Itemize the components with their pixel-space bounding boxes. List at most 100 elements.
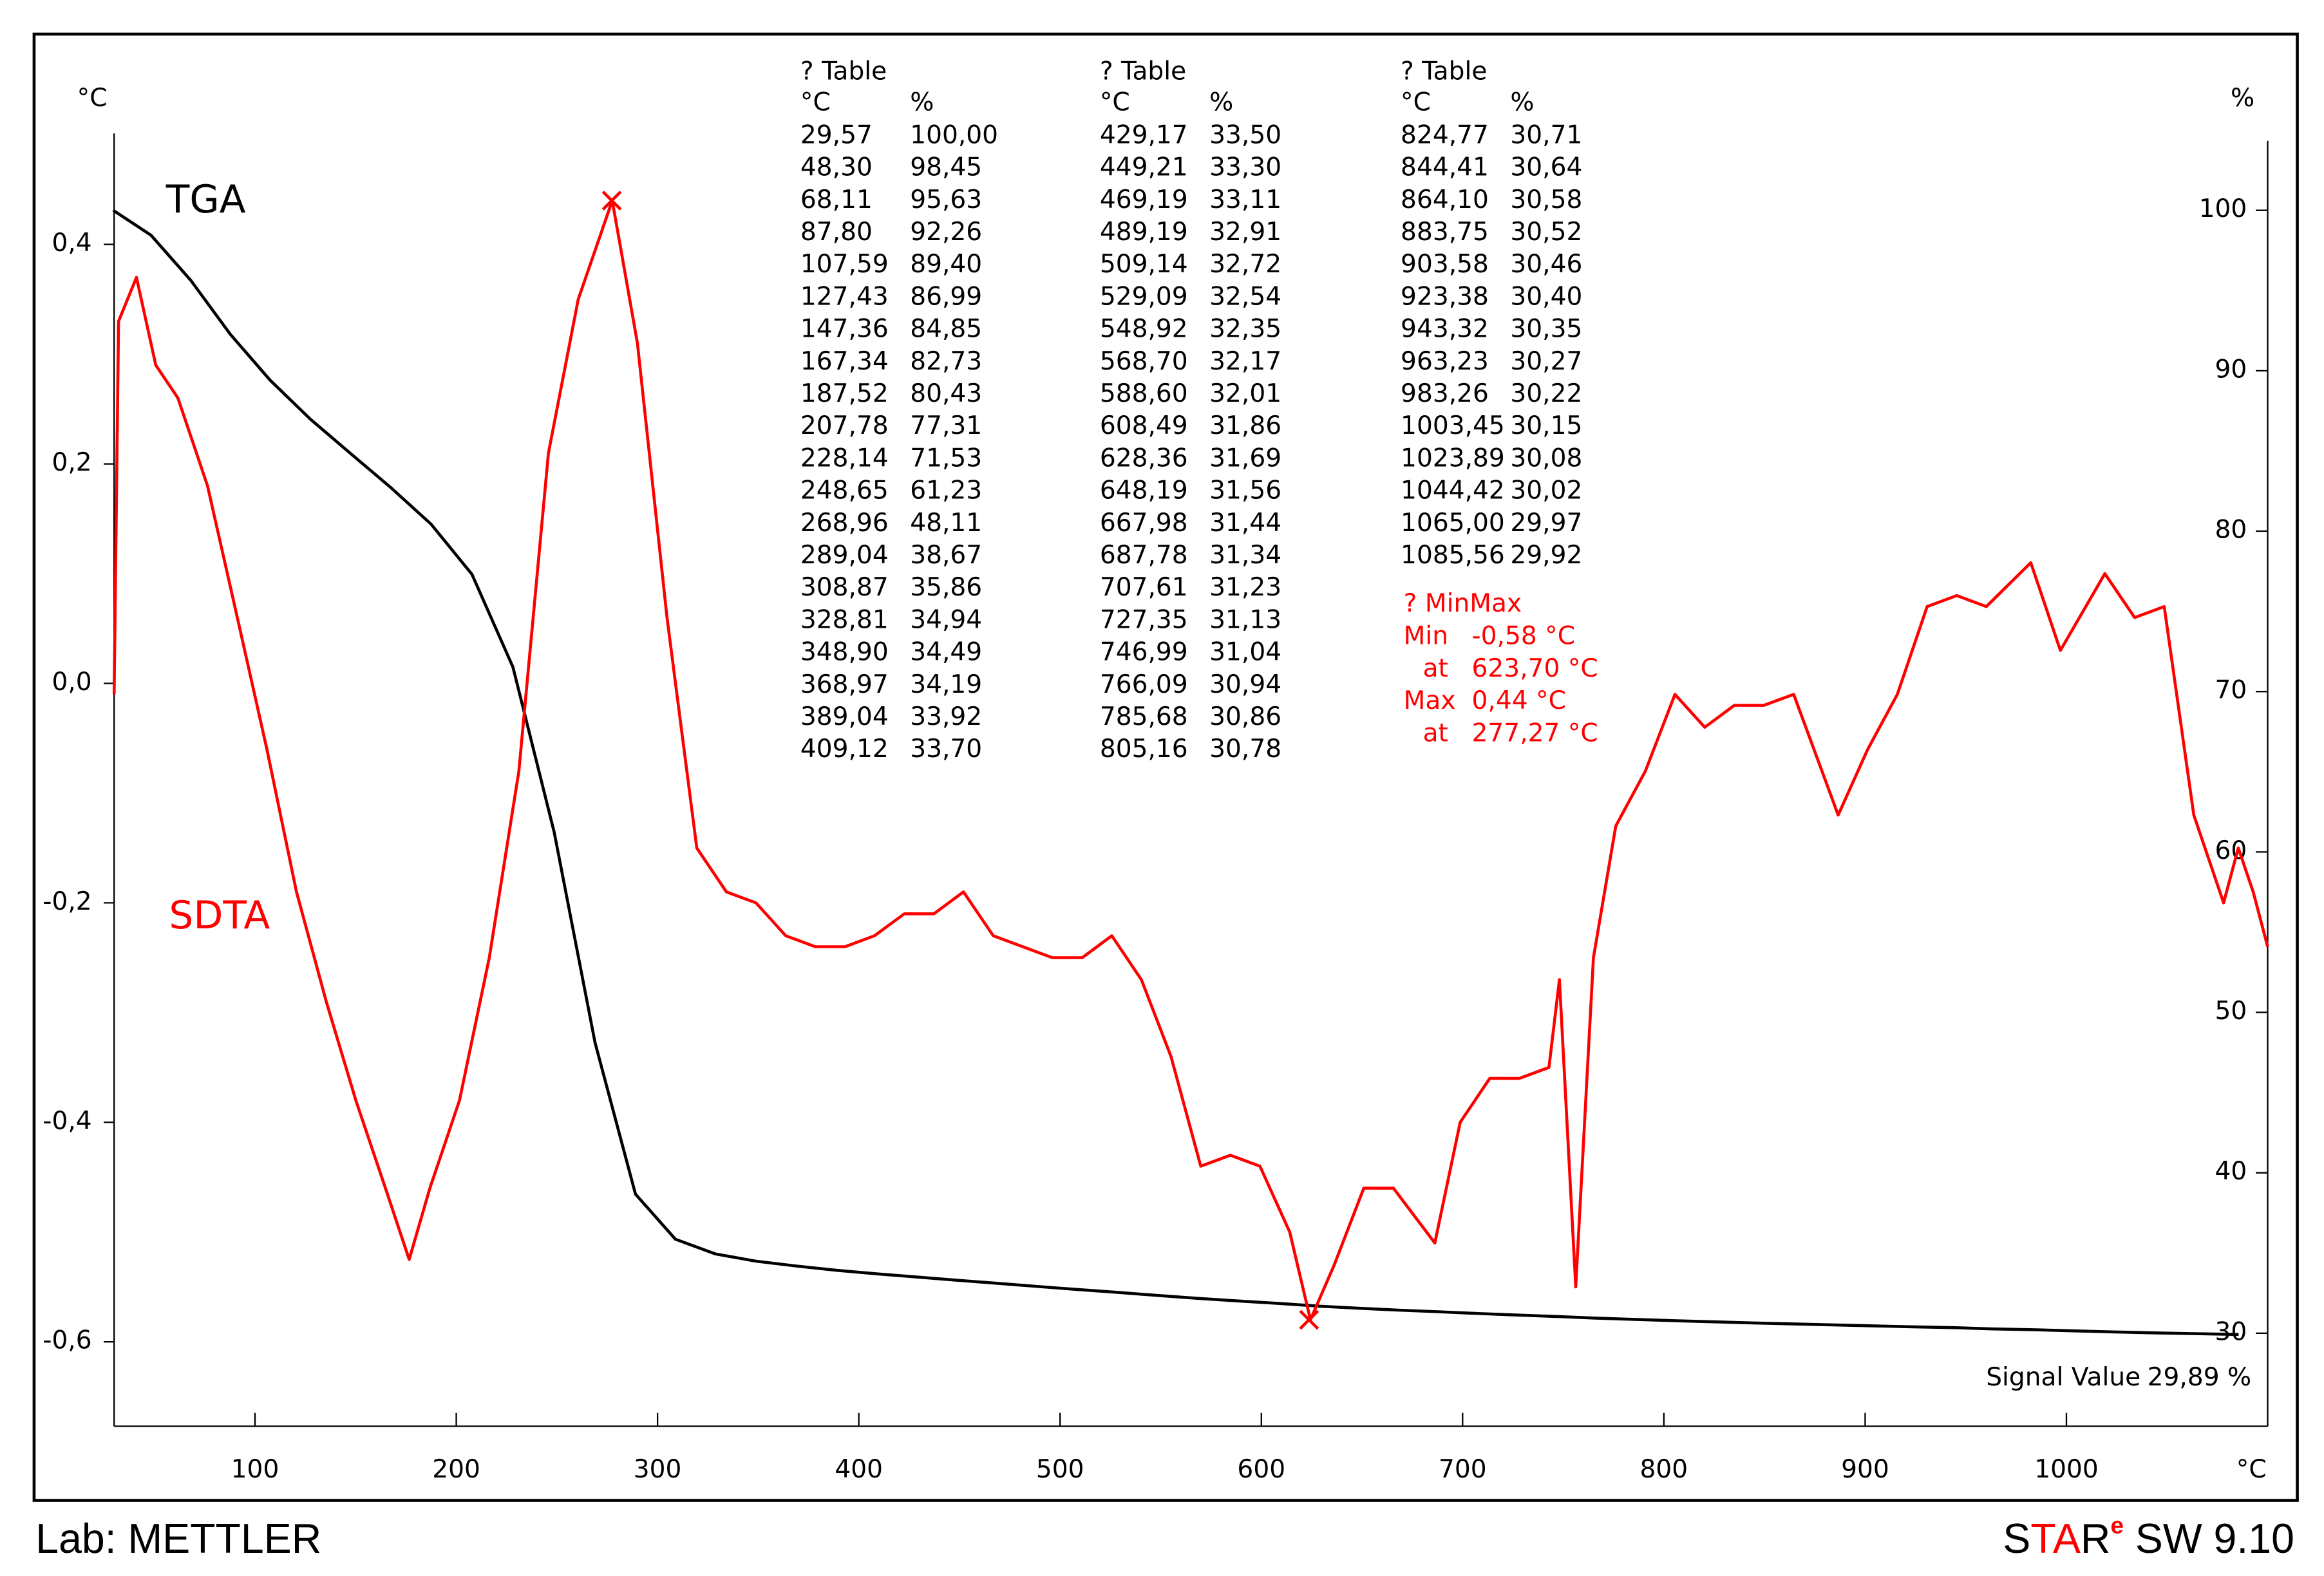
table-cell: 308,87 [800, 573, 889, 602]
table-cell: 147,36 [800, 315, 889, 344]
table-title: ? Table [800, 57, 887, 86]
table-cell: 449,21 [1100, 153, 1188, 182]
x-tick-label: 600 [1237, 1455, 1285, 1484]
y2-tick-label: 100 [2199, 194, 2247, 223]
table-cell: 84,85 [910, 315, 982, 344]
table-cell: 389,04 [800, 702, 889, 731]
table-cell: 31,04 [1209, 638, 1281, 667]
table-cell: 32,91 [1209, 218, 1281, 247]
table-cell: 348,90 [800, 638, 889, 667]
table-cell: 33,92 [910, 702, 982, 731]
y-tick-label: -0,4 [43, 1107, 91, 1136]
table-cell: 469,19 [1100, 185, 1188, 214]
table-cell: 687,78 [1100, 541, 1188, 570]
table-cell: 33,50 [1209, 120, 1281, 149]
y2-tick-label: 30 [2215, 1317, 2247, 1346]
table-cell: 29,57 [800, 120, 873, 149]
table-cell: 34,19 [910, 670, 982, 699]
minmax-label: Max [1404, 686, 1456, 715]
table-cell: 33,70 [910, 735, 982, 764]
table-cell: 89,40 [910, 250, 982, 279]
series-line [112, 199, 2269, 1322]
table-header: % [1209, 88, 1233, 117]
table-cell: 207,78 [800, 411, 889, 440]
x-tick-label: 500 [1036, 1455, 1084, 1484]
table-cell: 30,64 [1510, 153, 1582, 182]
table-cell: 32,01 [1209, 379, 1281, 408]
signal-label: Signal Value [1986, 1363, 2140, 1392]
software-label: STARe SW 9.10 [2003, 1512, 2294, 1562]
table-cell: 30,78 [1209, 735, 1281, 764]
table-cell: 30,22 [1510, 379, 1582, 408]
table-cell: 489,19 [1100, 218, 1188, 247]
table-cell: 32,17 [1209, 347, 1281, 376]
table-cell: 29,97 [1510, 509, 1582, 538]
table-cell: 82,73 [910, 347, 982, 376]
table-cell: 127,43 [800, 282, 889, 311]
table-cell: 628,36 [1100, 444, 1188, 473]
table-cell: 844,41 [1401, 153, 1489, 182]
table-cell: 61,23 [910, 476, 982, 505]
software-part: S [2003, 1515, 2030, 1562]
minmax-at: at [1423, 718, 1448, 747]
x-tick-label: 700 [1439, 1455, 1487, 1484]
table-cell: 95,63 [910, 185, 982, 214]
table-cell: 32,35 [1209, 315, 1281, 344]
table-cell: 34,94 [910, 605, 982, 634]
y-tick-label: 0,2 [52, 448, 91, 477]
table-cell: 30,40 [1510, 282, 1582, 311]
table-cell: 31,44 [1209, 509, 1281, 538]
x-tick-label: 300 [634, 1455, 682, 1484]
table-cell: 30,27 [1510, 347, 1582, 376]
table-cell: 429,17 [1100, 120, 1188, 149]
table-cell: 98,45 [910, 153, 982, 182]
extremum-marker [1299, 1309, 1319, 1330]
y2-tick-label: 70 [2215, 676, 2247, 705]
table-cell: 31,56 [1209, 476, 1281, 505]
y-tick-label: 0,4 [52, 229, 91, 258]
table-cell: 31,69 [1209, 444, 1281, 473]
table-header: % [1510, 88, 1534, 117]
table-cell: 38,67 [910, 541, 982, 570]
table-cell: 30,58 [1510, 185, 1582, 214]
table-cell: 529,09 [1100, 282, 1188, 311]
table-cell: 368,97 [800, 670, 889, 699]
table-cell: 667,98 [1100, 509, 1188, 538]
table-cell: 509,14 [1100, 250, 1188, 279]
table-cell: 608,49 [1100, 411, 1188, 440]
table-cell: 48,11 [910, 509, 982, 538]
table-cell: 30,35 [1510, 315, 1582, 344]
table-cell: 31,34 [1209, 541, 1281, 570]
table-cell: 289,04 [800, 541, 889, 570]
table-cell: 30,71 [1510, 120, 1582, 149]
minmax-x: 623,70 °C [1472, 654, 1598, 683]
table-cell: 805,16 [1100, 735, 1188, 764]
y-tick-label: -0,6 [43, 1326, 91, 1355]
table-cell: 648,19 [1100, 476, 1188, 505]
table-cell: 746,99 [1100, 638, 1188, 667]
table-cell: 77,31 [910, 411, 982, 440]
table-cell: 248,65 [800, 476, 889, 505]
table-cell: 548,92 [1100, 315, 1188, 344]
table-header: % [910, 88, 934, 117]
y2-tick-label: 80 [2215, 516, 2247, 545]
series-label: SDTA [169, 893, 270, 938]
table-cell: 588,60 [1100, 379, 1188, 408]
y2-tick-label: 40 [2215, 1157, 2247, 1186]
table-cell: 824,77 [1401, 120, 1489, 149]
table-cell: 107,59 [800, 250, 889, 279]
table-header: °C [800, 88, 831, 117]
table-cell: 100,00 [910, 120, 998, 149]
table-cell: 1065,00 [1401, 509, 1505, 538]
minmax-x: 277,27 °C [1472, 718, 1598, 747]
y-tick-label: -0,2 [43, 887, 91, 916]
series-label: TGA [165, 177, 246, 222]
table-title: ? Table [1100, 57, 1186, 86]
table-cell: 34,49 [910, 638, 982, 667]
table-cell: 943,32 [1401, 315, 1489, 344]
table-header: °C [1100, 88, 1130, 117]
table-cell: 963,23 [1401, 347, 1489, 376]
table-cell: 1085,56 [1401, 541, 1505, 570]
